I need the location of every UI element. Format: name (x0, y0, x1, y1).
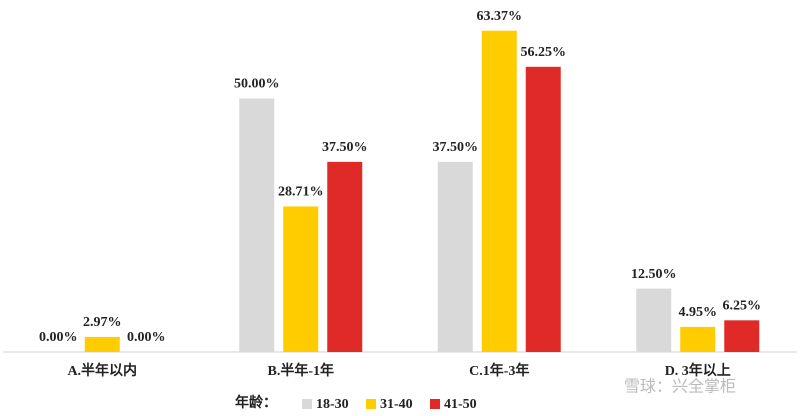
bar (525, 66, 561, 352)
bar (239, 98, 275, 352)
bar (437, 161, 473, 352)
data-label: 28.71% (278, 185, 324, 200)
data-label: 2.97% (83, 315, 122, 330)
data-label: 0.00% (127, 330, 166, 345)
legend-swatch (302, 399, 312, 409)
legend-swatch (366, 399, 376, 409)
data-label: 63.37% (477, 9, 523, 24)
data-label: 37.50% (433, 140, 479, 155)
data-label: 6.25% (723, 299, 762, 314)
bar (481, 30, 517, 352)
bar (636, 288, 672, 352)
watermark: 雪球：兴全掌柜 (624, 378, 736, 396)
x-tick-label: C.1年-3年 (469, 362, 529, 379)
bar (680, 326, 716, 352)
x-tick-label: B.半年-1年 (268, 362, 335, 379)
x-tick-label: A.半年以内 (67, 362, 137, 379)
legend-label: 31-40 (380, 397, 413, 412)
legend-label: 18-30 (316, 397, 349, 412)
legend-label: 41-50 (444, 397, 477, 412)
x-tick-label: D. 3年以上 (665, 362, 731, 379)
bar (724, 320, 760, 352)
data-label: 4.95% (679, 305, 718, 320)
data-label: 56.25% (521, 45, 567, 60)
bar (327, 161, 363, 352)
legend-swatch (430, 399, 440, 409)
data-label: 12.50% (631, 267, 677, 282)
legend-title: 年龄： (235, 394, 277, 411)
bar (283, 206, 319, 352)
data-label: 50.00% (234, 77, 280, 92)
data-label: 0.00% (39, 330, 78, 345)
bar (84, 336, 120, 352)
data-label: 37.50% (322, 140, 368, 155)
